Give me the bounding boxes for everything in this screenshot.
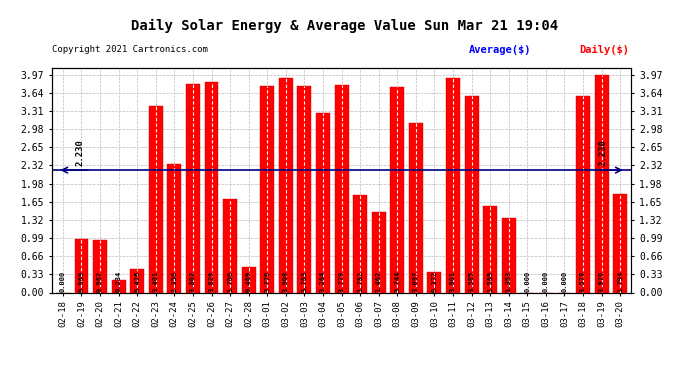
Text: 0.000: 0.000: [524, 271, 531, 292]
Text: 0.969: 0.969: [79, 271, 84, 292]
Bar: [576, 96, 590, 292]
Text: 1.794: 1.794: [617, 271, 623, 292]
Bar: [428, 272, 442, 292]
Text: 3.401: 3.401: [152, 271, 159, 292]
Text: 2.230: 2.230: [599, 140, 608, 166]
Text: 3.901: 3.901: [450, 271, 456, 292]
Bar: [446, 78, 460, 292]
Bar: [316, 113, 330, 292]
Bar: [112, 280, 126, 292]
Bar: [372, 212, 386, 292]
Text: Average($): Average($): [469, 45, 532, 55]
Text: 1.700: 1.700: [227, 271, 233, 292]
Bar: [204, 82, 219, 292]
Text: 3.970: 3.970: [599, 271, 604, 292]
Bar: [186, 84, 200, 292]
Text: 1.353: 1.353: [506, 271, 512, 292]
Text: Daily Solar Energy & Average Value Sun Mar 21 19:04: Daily Solar Energy & Average Value Sun M…: [131, 19, 559, 33]
Text: 0.426: 0.426: [134, 271, 140, 292]
Bar: [260, 86, 274, 292]
Text: 0.000: 0.000: [562, 271, 567, 292]
Bar: [279, 78, 293, 292]
Bar: [595, 75, 609, 292]
Text: 0.372: 0.372: [431, 271, 437, 292]
Text: 0.469: 0.469: [246, 271, 252, 292]
Text: 1.782: 1.782: [357, 271, 363, 292]
Text: 3.578: 3.578: [580, 271, 586, 292]
Bar: [149, 106, 163, 292]
Bar: [241, 267, 255, 292]
Text: 2.350: 2.350: [171, 271, 177, 292]
Bar: [223, 199, 237, 292]
Text: Copyright 2021 Cartronics.com: Copyright 2021 Cartronics.com: [52, 45, 208, 54]
Bar: [75, 239, 88, 292]
Text: 0.000: 0.000: [543, 271, 549, 292]
Text: 1.569: 1.569: [487, 271, 493, 292]
Bar: [93, 240, 107, 292]
Text: Daily($): Daily($): [580, 45, 629, 55]
Bar: [297, 86, 311, 292]
Text: 3.770: 3.770: [264, 271, 270, 292]
Bar: [130, 269, 144, 292]
Bar: [502, 218, 515, 292]
Text: 0.000: 0.000: [60, 271, 66, 292]
Text: 0.234: 0.234: [116, 271, 121, 292]
Bar: [483, 206, 497, 292]
Text: 3.779: 3.779: [339, 271, 344, 292]
Text: 3.802: 3.802: [190, 271, 196, 292]
Bar: [168, 164, 181, 292]
Text: 2.230: 2.230: [75, 140, 84, 166]
Bar: [335, 85, 348, 292]
Bar: [613, 194, 627, 292]
Text: 3.264: 3.264: [320, 271, 326, 292]
Text: 3.763: 3.763: [302, 271, 308, 292]
Bar: [353, 195, 367, 292]
Text: 3.097: 3.097: [413, 271, 419, 292]
Text: 0.962: 0.962: [97, 271, 103, 292]
Text: 3.908: 3.908: [283, 271, 289, 292]
Text: 3.585: 3.585: [469, 271, 475, 292]
Bar: [409, 123, 423, 292]
Bar: [391, 87, 404, 292]
Text: 1.462: 1.462: [375, 271, 382, 292]
Bar: [464, 96, 479, 292]
Text: 3.829: 3.829: [208, 271, 215, 292]
Text: 3.744: 3.744: [394, 271, 400, 292]
